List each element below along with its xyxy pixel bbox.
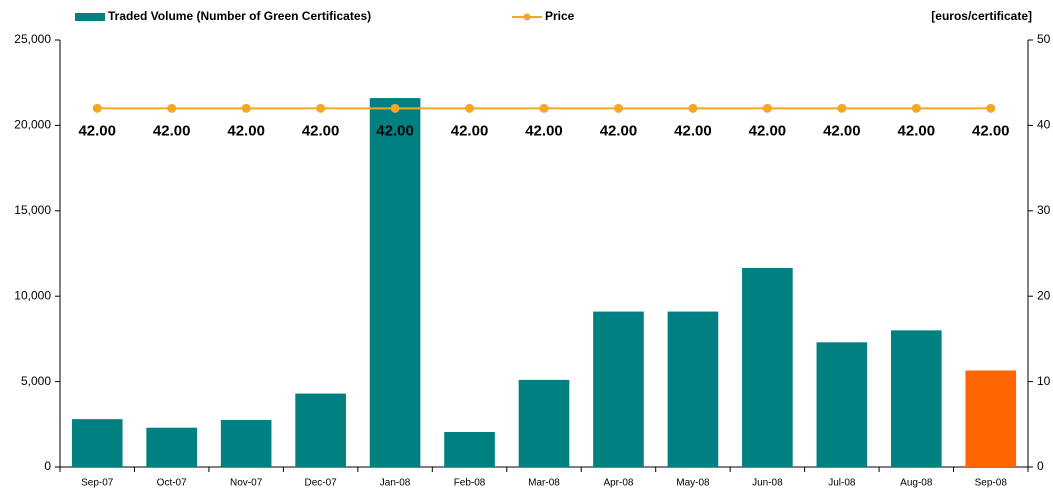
data-label: 42.00	[302, 122, 340, 139]
price-marker	[539, 103, 549, 113]
data-label: 42.00	[78, 122, 116, 139]
bar	[965, 370, 1017, 467]
price-marker	[613, 103, 623, 113]
price-marker	[167, 103, 177, 113]
x-tick-label: Feb-08	[454, 478, 486, 489]
y-tick-label: 5,000	[21, 374, 51, 388]
x-tick-label: Apr-08	[603, 478, 633, 489]
x-tick-label: Jul-08	[828, 478, 856, 489]
x-tick-label: May-08	[676, 478, 710, 489]
legend-label: Price	[545, 9, 575, 23]
price-marker	[241, 103, 251, 113]
data-label: 42.00	[898, 122, 936, 139]
data-label: 42.00	[227, 122, 265, 139]
data-label: 42.00	[376, 122, 414, 139]
bar	[71, 419, 123, 467]
bar	[890, 330, 942, 467]
data-label: 42.00	[153, 122, 191, 139]
bar	[667, 311, 719, 467]
legend-label: Traded Volume (Number of Green Certifica…	[108, 9, 371, 23]
price-marker	[92, 103, 102, 113]
price-marker	[465, 103, 475, 113]
y2-tick-label: 50	[1037, 32, 1051, 46]
y2-tick-label: 40	[1037, 118, 1051, 132]
data-label: 42.00	[823, 122, 861, 139]
y-tick-label: 15,000	[14, 203, 51, 217]
y2-tick-label: 30	[1037, 203, 1051, 217]
data-label: 42.00	[749, 122, 787, 139]
y2-tick-label: 0	[1037, 459, 1044, 473]
x-tick-label: Nov-07	[230, 478, 263, 489]
price-marker	[316, 103, 326, 113]
y-tick-label: 20,000	[14, 118, 51, 132]
data-label: 42.00	[525, 122, 563, 139]
bar	[295, 393, 346, 467]
bar	[742, 268, 793, 467]
price-marker	[762, 103, 772, 113]
legend-marker	[523, 13, 531, 21]
y-tick-label: 0	[44, 459, 51, 473]
y2-tick-label: 10	[1037, 374, 1051, 388]
x-tick-label: Jan-08	[380, 478, 411, 489]
price-marker	[390, 103, 400, 113]
bar	[220, 420, 272, 467]
bar	[593, 311, 644, 467]
data-label: 42.00	[972, 122, 1010, 139]
x-tick-label: Oct-07	[157, 478, 187, 489]
data-label: 42.00	[674, 122, 712, 139]
data-label: 42.00	[600, 122, 638, 139]
x-tick-label: Sep-07	[81, 478, 114, 489]
price-marker	[837, 103, 847, 113]
y-tick-label: 10,000	[14, 288, 51, 302]
bar	[146, 427, 198, 467]
bar	[444, 431, 495, 467]
price-marker	[911, 103, 921, 113]
x-tick-label: Dec-07	[304, 478, 337, 489]
bar	[816, 342, 868, 467]
price-marker	[688, 103, 698, 113]
x-tick-label: Jun-08	[752, 478, 783, 489]
data-label: 42.00	[451, 122, 489, 139]
y2-tick-label: 20	[1037, 288, 1051, 302]
y2-axis-label: [euros/certificate]	[931, 9, 1032, 23]
price-marker	[986, 103, 996, 113]
legend-swatch	[75, 13, 105, 21]
x-tick-label: Sep-08	[975, 478, 1008, 489]
bar	[518, 379, 570, 467]
x-tick-label: Aug-08	[900, 478, 933, 489]
y-tick-label: 25,000	[14, 32, 51, 46]
x-tick-label: Mar-08	[528, 478, 560, 489]
bar	[369, 98, 421, 468]
